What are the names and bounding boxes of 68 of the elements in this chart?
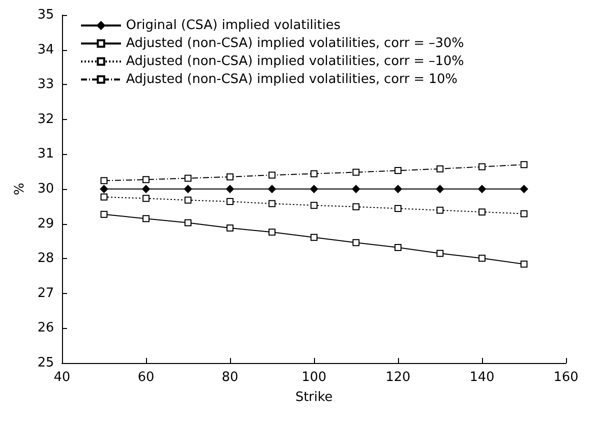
- point: [436, 165, 444, 172]
- point: [478, 185, 486, 193]
- point: [268, 185, 276, 193]
- point: [478, 254, 486, 262]
- point: [352, 203, 360, 210]
- point: [310, 234, 318, 241]
- y-tick-label: 27: [37, 286, 54, 301]
- point: [394, 244, 402, 251]
- point: [226, 224, 234, 232]
- point: [436, 206, 444, 214]
- point: [310, 185, 318, 193]
- point: [394, 167, 402, 174]
- point: [184, 219, 192, 226]
- y-tick-label: 33: [37, 77, 54, 92]
- y-axis-title: %: [12, 182, 28, 196]
- point: [520, 185, 528, 193]
- point: [226, 198, 234, 206]
- point: [310, 202, 318, 209]
- x-tick-label: 140: [470, 370, 494, 385]
- point: [310, 170, 318, 178]
- y-tick-label: 30: [37, 182, 54, 196]
- y-tick-label: 31: [37, 146, 54, 162]
- point: [394, 204, 402, 212]
- point: [100, 194, 108, 201]
- y-tick-label: 35: [37, 8, 54, 22]
- point: [184, 185, 192, 193]
- y-tick-label: 28: [37, 251, 54, 266]
- point: [142, 215, 150, 222]
- point: [520, 260, 528, 268]
- point: [352, 185, 360, 193]
- point: [142, 185, 150, 193]
- point: [100, 210, 108, 218]
- point: [478, 208, 486, 216]
- point: [226, 185, 234, 193]
- point: [436, 250, 444, 257]
- point: [184, 174, 192, 182]
- y-tick-label: 25: [37, 356, 54, 370]
- y-tick-label: 26: [37, 320, 54, 336]
- point: [268, 200, 276, 208]
- point: [142, 194, 150, 202]
- legend-label: Adjusted (non-CSA) implied volatilities, corr = 10%: [126, 72, 458, 87]
- x-tick-label: 100: [302, 370, 326, 385]
- point: [100, 177, 108, 184]
- y-tick-label: 34: [37, 42, 54, 58]
- legend-label: Original (CSA) implied volatilities: [126, 18, 341, 33]
- point: [268, 172, 276, 179]
- legend-label: Adjusted (non-CSA) implied volatilities, corr = –10%: [126, 54, 464, 69]
- point: [394, 185, 402, 193]
- y-tick-label: 32: [37, 112, 54, 127]
- legend-label: Adjusted (non-CSA) implied volatilities, corr = –30%: [126, 36, 464, 51]
- x-tick-label: 80: [222, 370, 238, 385]
- point: [100, 185, 108, 193]
- x-axis-title: Strike: [295, 390, 333, 405]
- x-tick-label: 120: [386, 370, 410, 385]
- point: [226, 173, 234, 180]
- x-tick-label: 60: [138, 370, 154, 385]
- x-tick-label: 40: [54, 370, 70, 385]
- point: [520, 161, 528, 168]
- point: [352, 239, 360, 246]
- point: [520, 210, 528, 218]
- y-tick-label: 29: [37, 216, 54, 232]
- point: [436, 185, 444, 193]
- point: [268, 228, 276, 236]
- point: [142, 176, 150, 184]
- point: [184, 196, 192, 204]
- point: [352, 168, 360, 176]
- point: [478, 163, 486, 170]
- x-tick-label: 160: [554, 370, 578, 385]
